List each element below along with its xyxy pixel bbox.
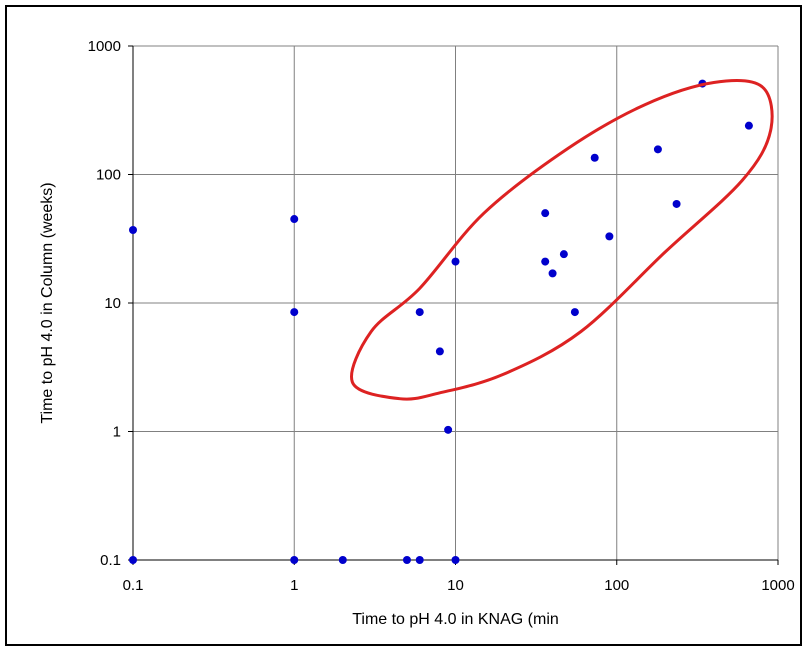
y-tick-label: 10 (104, 295, 121, 312)
data-point (290, 308, 299, 317)
data-point (451, 556, 460, 564)
tick-labels: 0.1 1 10 100 1000 0.1 1 10 100 1000 (88, 38, 795, 594)
data-point (338, 556, 347, 564)
x-tick-label: 0.1 (123, 577, 144, 594)
data-points (129, 79, 753, 564)
data-point (444, 425, 453, 434)
x-tick-label: 1 (290, 577, 298, 594)
y-tick-label: 100 (96, 167, 121, 184)
annotations (350, 79, 774, 401)
data-point (435, 347, 444, 356)
data-point (415, 556, 424, 564)
y-tick-label: 1 (113, 424, 121, 441)
data-point (129, 556, 137, 564)
data-point (570, 308, 579, 317)
grid (133, 45, 779, 560)
y-tick-label: 1000 (88, 38, 121, 55)
data-point (415, 308, 424, 317)
x-tick-label: 100 (604, 577, 629, 594)
data-point (541, 257, 550, 266)
data-point (548, 269, 557, 278)
y-tick-label: 0.1 (100, 552, 121, 569)
data-point (129, 225, 137, 234)
data-point (590, 153, 599, 162)
axes (128, 45, 779, 565)
y-axis-label: Time to pH 4.0 in Column (weeks) (39, 182, 56, 423)
chart-frame (5, 5, 802, 646)
data-point (290, 556, 299, 564)
x-tick-label: 10 (447, 577, 464, 594)
data-point (290, 215, 299, 224)
data-point (451, 257, 460, 266)
data-point (402, 556, 411, 564)
data-point (605, 232, 614, 241)
data-point (744, 121, 753, 130)
data-point (653, 145, 662, 154)
highlight-ellipse (350, 79, 774, 401)
data-point (672, 199, 681, 208)
x-axis-label: Time to pH 4.0 in KNAG (min (352, 611, 559, 628)
x-tick-label: 1000 (761, 577, 794, 594)
data-point (559, 250, 568, 259)
data-point (541, 209, 550, 218)
